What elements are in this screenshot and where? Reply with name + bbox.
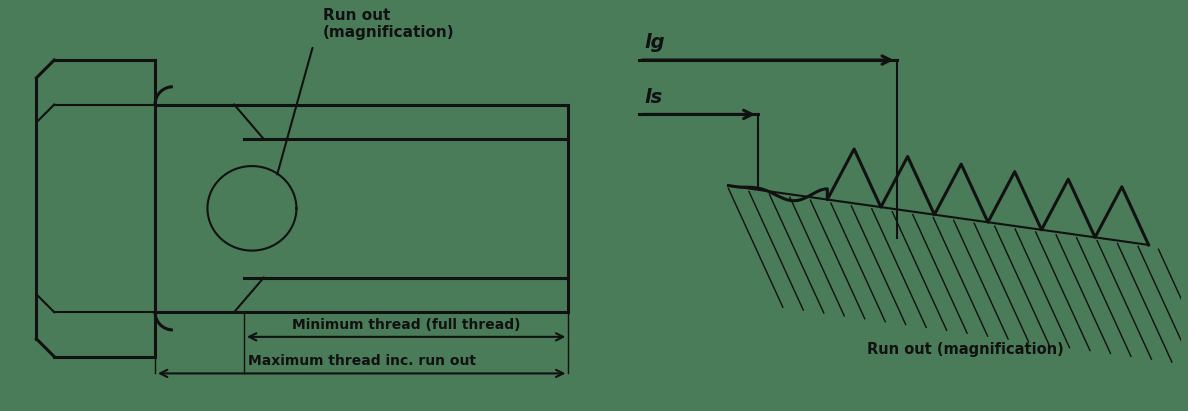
Text: Run out
(magnification): Run out (magnification) — [323, 8, 455, 40]
Text: Minimum thread (full thread): Minimum thread (full thread) — [292, 318, 520, 332]
Text: Run out (magnification): Run out (magnification) — [867, 342, 1064, 357]
Text: Maximum thread inc. run out: Maximum thread inc. run out — [247, 355, 475, 369]
Text: lg: lg — [644, 33, 665, 52]
Text: ls: ls — [644, 88, 663, 106]
